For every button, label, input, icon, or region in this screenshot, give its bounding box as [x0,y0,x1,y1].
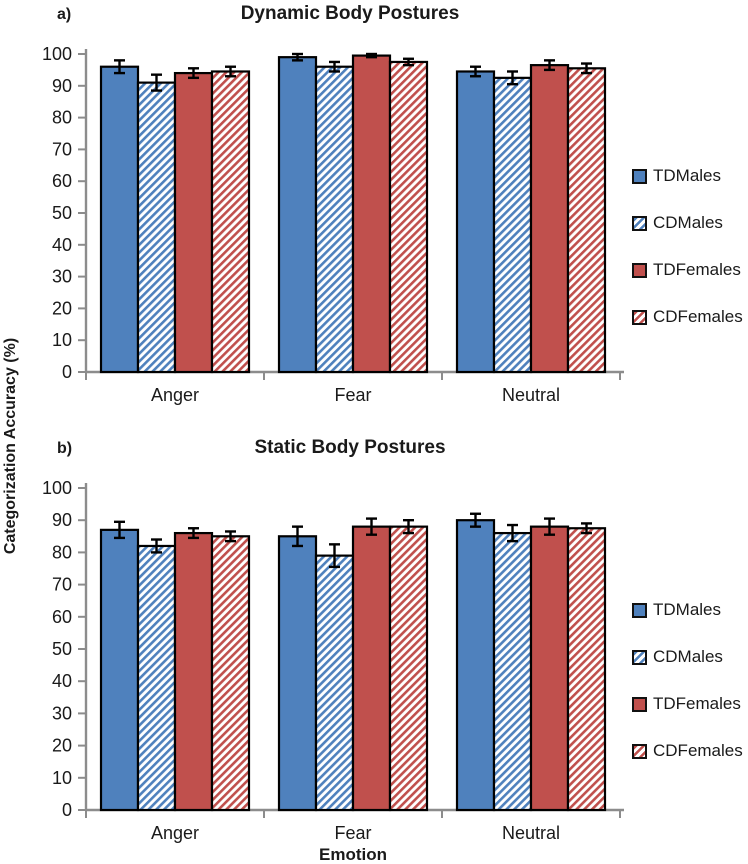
bar-cdfemales-fear [388,60,429,374]
tdfemales-solid-red-swatch-icon [632,696,647,712]
y-tick-label: 50 [52,203,72,223]
legend-item-tdfemales: TDFemales [632,260,743,280]
legend-item-tdfemales: TDFemales [632,694,743,714]
chart-b-legend: TDMales CDMales TDFemales CDFemales [632,600,743,761]
bar-cdmales-fear [314,65,355,374]
legend-label: CDFemales [653,741,743,760]
legend-label: TDMales [653,600,722,619]
y-tick-label: 70 [52,575,72,595]
bar-tdfemales-anger [173,71,214,374]
x-category-label: Neutral [502,823,560,843]
bar-tdfemales-anger [173,531,214,812]
legend-item-cdfemales: CDFemales [632,741,743,761]
y-tick-label: 80 [52,542,72,562]
bar-tdfemales-neutral [529,525,570,812]
legend-item-cdmales: CDMales [632,213,743,233]
y-tick-label: 0 [62,800,72,820]
legend-label: TDMales [653,166,722,185]
bar-tdmales-anger [99,65,140,374]
legend-label: CDMales [653,647,723,666]
bar-cdfemales-neutral [566,527,607,812]
x-axis-title: Emotion [319,845,387,864]
y-tick-label: 0 [62,362,72,382]
legend-label: TDFemales [653,260,741,279]
bar-cdmales-neutral [492,76,533,374]
bar-cdmales-anger [136,544,177,812]
x-category-label: Neutral [502,385,560,405]
bar-cdmales-neutral [492,531,533,812]
legend-item-cdfemales: CDFemales [632,307,743,327]
bar-cdfemales-neutral [566,67,607,374]
bar-tdmales-neutral [455,519,496,812]
chart-b-title: Static Body Postures [254,437,446,458]
y-tick-label: 30 [52,267,72,287]
bar-tdfemales-fear [351,525,392,812]
cdmales-hatched-blue-swatch-icon [632,215,647,231]
chart-a-title: Dynamic Body Postures [240,3,460,24]
bar-tdmales-neutral [455,70,496,374]
panel-label-a: a) [57,6,72,23]
cdfemales-hatched-red-swatch-icon [632,309,647,325]
y-tick-label: 10 [52,330,72,350]
y-tick-label: 40 [52,671,72,691]
chart-a-legend: TDMales CDMales TDFemales CDFemales [632,166,743,327]
y-tick-label: 90 [52,510,72,530]
x-category-label: Anger [151,823,199,843]
y-tick-label: 60 [52,607,72,627]
y-tick-label: 50 [52,639,72,659]
bar-tdfemales-neutral [529,64,570,374]
x-category-label: Fear [334,385,371,405]
y-tick-label: 60 [52,171,72,191]
legend-label: TDFemales [653,694,741,713]
y-tick-label: 30 [52,703,72,723]
bar-cdfemales-fear [388,525,429,812]
y-tick-label: 20 [52,736,72,756]
y-tick-label: 40 [52,235,72,255]
cdfemales-hatched-red-swatch-icon [632,743,647,759]
y-tick-label: 90 [52,76,72,96]
legend-label: CDFemales [653,307,743,326]
x-category-label: Fear [334,823,371,843]
cdmales-hatched-blue-swatch-icon [632,649,647,665]
tdfemales-solid-red-swatch-icon [632,262,647,278]
legend-item-tdmales: TDMales [632,600,743,620]
bar-tdmales-fear [277,535,318,812]
bar-cdmales-fear [314,554,355,812]
chart-a-canvas: 0 10 20 30 40 50 60 70 80 90 100 Anger Fear Neutral [42,44,624,405]
y-tick-label: 70 [52,139,72,159]
bar-tdmales-fear [277,56,318,374]
bar-tdfemales-fear [351,54,392,374]
bar-cdmales-anger [136,81,177,374]
y-tick-label: 20 [52,298,72,318]
x-category-label: Anger [151,385,199,405]
y-tick-label: 80 [52,108,72,128]
bar-cdfemales-anger [210,535,251,812]
y-tick-label: 100 [42,44,72,64]
legend-item-cdmales: CDMales [632,647,743,667]
legend-label: CDMales [653,213,723,232]
tdmales-solid-blue-swatch-icon [632,168,647,184]
bar-cdfemales-anger [210,70,251,374]
chart-b-canvas: 0 10 20 30 40 50 60 70 80 90 100 Anger Fear Neutral Em… [42,478,624,864]
y-tick-label: 10 [52,768,72,788]
tdmales-solid-blue-swatch-icon [632,602,647,618]
legend-item-tdmales: TDMales [632,166,743,186]
panel-label-b: b) [57,440,73,457]
bar-tdmales-anger [99,528,140,812]
y-tick-label: 100 [42,478,72,498]
